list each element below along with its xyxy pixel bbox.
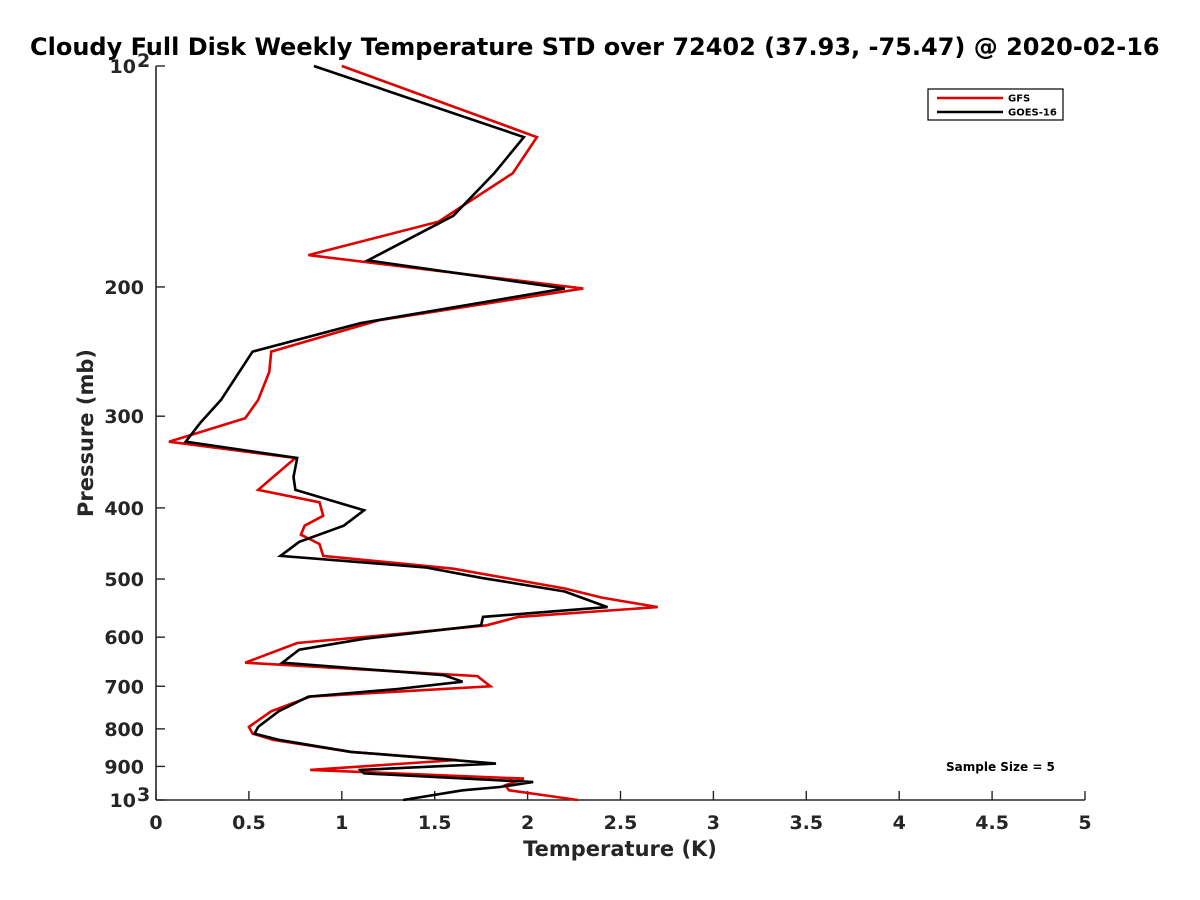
legend-entry: GOES-16 xyxy=(1008,108,1057,119)
y-tick-exponent: 3 xyxy=(137,784,150,806)
y-tick-label: 600 xyxy=(104,627,144,649)
legend-entry: GFS xyxy=(1008,94,1030,105)
sample-size-annotation: Sample Size = 5 xyxy=(946,760,1055,774)
x-tick-label: 5 xyxy=(1078,812,1091,834)
x-tick-label: 0.5 xyxy=(232,812,266,834)
y-tick-label: 400 xyxy=(104,498,144,520)
x-tick-label: 1.5 xyxy=(418,812,452,834)
x-tick-label: 0 xyxy=(149,812,162,834)
y-tick-label: 500 xyxy=(104,569,144,591)
y-tick-label: 800 xyxy=(104,719,144,741)
chart-title: Cloudy Full Disk Weekly Temperature STD … xyxy=(30,33,1160,61)
x-tick-label: 4 xyxy=(893,812,906,834)
y-axis-label: Pressure (mb) xyxy=(74,349,98,517)
y-tick-label: 700 xyxy=(104,676,144,698)
x-tick-label: 2.5 xyxy=(604,812,638,834)
x-tick-label: 4.5 xyxy=(975,812,1009,834)
series-line-goes-16 xyxy=(183,64,608,802)
y-tick-exponent: 2 xyxy=(137,50,150,72)
y-tick-label: 900 xyxy=(104,756,144,778)
y-tick-label: 300 xyxy=(104,406,144,428)
series-line-gfs xyxy=(168,64,658,802)
series-layer xyxy=(168,64,658,802)
x-tick-label: 2 xyxy=(521,812,534,834)
axes: 0 0.5 1 1.5 2 2.5 3 3.5 4 4.5 510 22003004005006007… xyxy=(104,50,1091,834)
x-tick-label: 3.5 xyxy=(789,812,823,834)
y-tick-label: 10 xyxy=(110,56,136,78)
legend-box xyxy=(927,88,1064,121)
legend: GFS GOES-16 xyxy=(927,88,1064,121)
y-tick-label: 200 xyxy=(104,277,144,299)
y-tick-label: 10 xyxy=(110,790,136,812)
x-tick-label: 1 xyxy=(335,812,348,834)
x-axis-label: Temperature (K) xyxy=(523,837,717,861)
x-tick-label: 3 xyxy=(707,812,720,834)
